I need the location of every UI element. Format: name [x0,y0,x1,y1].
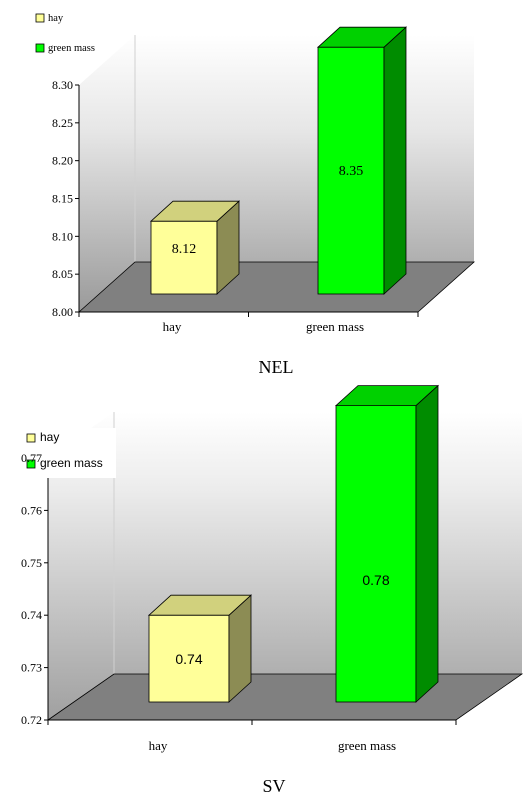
chart-1 [24,384,523,725]
chart-1-bar-0-front [148,614,230,703]
chart-1-bar-1-top [334,385,440,407]
chart-0-bar-0-top [149,200,241,222]
chart-0-bar-1-front [317,46,385,295]
chart-0-legend-swatch-1 [35,43,45,53]
chart-1-y-tick-label-2: 0.74 [21,608,42,622]
chart-0-legend [33,8,111,40]
chart-1-data-label-1: 0.78 [362,572,389,588]
chart-0-category-label-1: green mass [306,319,364,334]
chart-0-bar-0-front [150,220,218,295]
chart-0-bar-1-top [316,26,408,48]
chart-1-legend-swatch-1 [26,459,36,469]
chart-1-bar-1-side [415,384,439,703]
chart-0-data-label-1: 8.35 [339,164,364,179]
chart-1-y-tick-label-4: 0.76 [21,503,42,517]
chart-0-y-tick-label-0: 8.00 [52,305,73,319]
chart-1-category-label-1: green mass [338,738,396,753]
chart-0-legend-label-0: hay [48,13,64,24]
chart-0-legend-swatch-0 [35,13,45,23]
chart-1-legend-swatch-0 [26,433,36,443]
chart-0-y-tick-label-6: 8.30 [52,78,73,92]
chart-0-y-tick-label-5: 8.25 [52,116,73,130]
chart-0-legend-label-1: green mass [48,43,95,54]
chart-1-category-label-0: hay [149,738,168,753]
chart-0-y-tick-label-3: 8.15 [52,192,73,206]
chart-0-bar-1-side [383,26,407,295]
chart-1-data-label-0: 0.74 [175,651,202,667]
chart-1-floor [46,673,523,721]
chart-1-title: SV [262,776,285,796]
chart-1-legend-label-1: green mass [40,456,103,470]
chart-1-y-tick-label-1: 0.73 [21,661,42,675]
chart-1-y-tick-label-3: 0.75 [21,556,42,570]
chart-1-bar-0-top [147,594,253,616]
chart-0-category-label-0: hay [163,319,182,334]
chart-1-y-tick-label-0: 0.72 [21,713,42,727]
chart-0 [33,8,476,317]
chart-0-data-label-0: 8.12 [172,242,197,257]
chart-0-floor [77,261,476,313]
chart-1-y-tick-label-5: 0.77 [21,451,42,465]
chart-1-legend-label-0: hay [40,430,59,444]
chart-1-bar-1-front [335,405,417,703]
chart-0-y-tick-label-4: 8.20 [52,154,73,168]
chart-1-legend [24,428,116,478]
chart-0-y-tick-label-1: 8.05 [52,267,73,281]
chart-0-title: NEL [259,357,294,377]
chart-0-y-tick-label-2: 8.10 [52,229,73,243]
